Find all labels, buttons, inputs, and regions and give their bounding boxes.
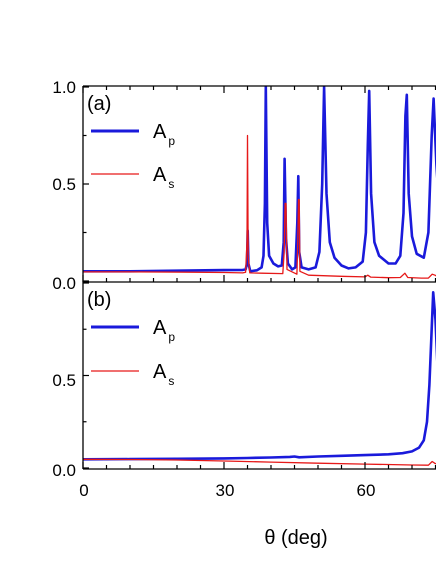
panel-a-legend-ap-sub: p	[168, 134, 175, 148]
panel-b-label: (b)	[87, 289, 111, 311]
panel-a-ticks	[82, 86, 436, 282]
panel-a-label: (a)	[87, 93, 111, 115]
panel-b-series-ap-line	[83, 291, 436, 461]
panel-b-xtick-label-1: 30	[216, 481, 235, 500]
panel-b-series-as-line	[83, 458, 436, 466]
panel-b-legend-ap-main: A	[153, 317, 167, 339]
panel-b-ticks	[82, 282, 436, 469]
panel-b-ytick-label-1: 0.5	[52, 371, 76, 390]
panel-a-ytick-label-1: 0.5	[52, 175, 76, 194]
panel-b-legend-as-main: A	[153, 361, 167, 383]
panel-b-legend-ap-sub: p	[168, 330, 175, 344]
panel-a-legend-ap-main: A	[153, 121, 167, 143]
panel-b-xtick-label-2: 60	[357, 481, 376, 500]
panel-b-xtick-label-0: 0	[79, 481, 88, 500]
panel-b-ytick-label-0: 0.0	[52, 461, 76, 480]
panel-a-series-as-line	[83, 134, 436, 279]
panel-a-legend-as-main: A	[153, 164, 167, 186]
panel-a-ytick-label-0: 0.0	[52, 274, 76, 293]
panel-a-ytick-label-2: 1.0	[52, 78, 76, 97]
panel-a-legend-as-sub: s	[168, 177, 174, 191]
x-axis-title: θ (deg)	[264, 527, 327, 549]
panel-b-series	[83, 291, 436, 466]
panel-a-series	[83, 86, 436, 279]
panel-b-legend-as-sub: s	[168, 374, 174, 388]
panel-a-series-ap-line	[83, 86, 436, 273]
